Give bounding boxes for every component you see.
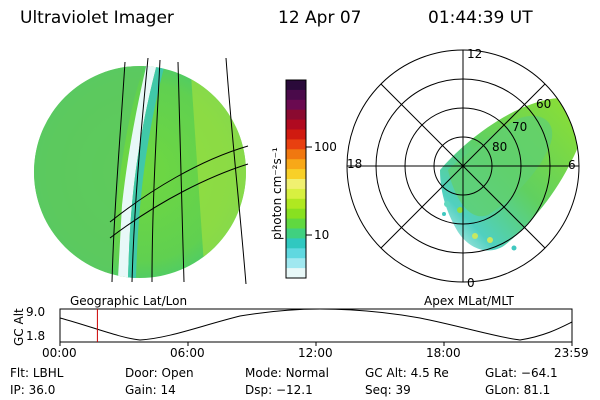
colorbar-unit-label: photon cm⁻²s⁻¹ <box>270 147 284 240</box>
info-filter-label: Flt: <box>10 366 29 380</box>
info-ip-value: 36.0 <box>28 383 56 397</box>
info-mode-label: Mode: <box>245 366 282 380</box>
colorbar-segment <box>286 89 306 101</box>
geographic-label: Geographic Lat/Lon <box>70 294 188 308</box>
info-mode-value: Normal <box>285 366 329 380</box>
color-bar <box>286 80 306 279</box>
info-dsp: Dsp: −12.1 <box>245 383 313 397</box>
instrument-title: Ultraviolet Imager <box>20 8 174 28</box>
colorbar-segment <box>286 268 306 279</box>
colorbar-segment <box>286 80 306 91</box>
colorbar-segment <box>286 258 306 269</box>
info-glat-label: GLat: <box>485 366 518 380</box>
mlat-label-80: 80 <box>492 140 508 154</box>
colorbar-segment <box>286 149 306 160</box>
info-filter: Flt: LBHL <box>10 366 63 380</box>
info-gcalt-label: GC Alt: <box>365 366 407 380</box>
colorbar-segment <box>286 119 306 131</box>
polar-plot <box>346 49 580 283</box>
colorbar-segment <box>286 198 306 210</box>
colorbar-segment <box>286 248 306 259</box>
colorbar-segment <box>286 129 306 140</box>
info-gcalt: GC Alt: 4.5 Re <box>365 366 449 380</box>
info-seq-value: 39 <box>395 383 411 397</box>
xtick-1200: 12:00 <box>298 346 333 360</box>
info-door-label: Door: <box>125 366 158 380</box>
colorbar-segment <box>286 228 306 239</box>
geographic-image <box>34 57 249 285</box>
colorbar-segment <box>286 109 306 121</box>
colorbar-segment <box>286 238 306 249</box>
altitude-ytick-bottom: 1.8 <box>26 329 46 343</box>
time-label: 01:44:39 UT <box>428 8 533 28</box>
info-gain-label: Gain: <box>125 383 157 397</box>
mlat-label-60: 60 <box>536 97 552 111</box>
xtick-2359: 23:59 <box>554 346 589 360</box>
mlt-label-6: 6 <box>568 158 576 172</box>
mlt-label-18: 18 <box>347 157 363 171</box>
info-door-value: Open <box>161 366 194 380</box>
info-dsp-value: −12.1 <box>275 383 313 397</box>
info-dsp-label: Dsp: <box>245 383 273 397</box>
colorbar-segment <box>286 159 306 170</box>
colorbar-segment <box>286 99 306 111</box>
altitude-plot <box>59 308 573 346</box>
info-filter-value: LBHL <box>32 366 64 380</box>
info-glon-label: GLon: <box>485 383 520 397</box>
xtick-1800: 18:00 <box>426 346 461 360</box>
info-glat-value: −64.1 <box>520 366 558 380</box>
info-ip-label: IP: <box>10 383 25 397</box>
xtick-0000: 00:00 <box>42 346 77 360</box>
info-glon: GLon: 81.1 <box>485 383 550 397</box>
info-ip: IP: 36.0 <box>10 383 55 397</box>
mlat-label-70: 70 <box>512 120 528 134</box>
altitude-ylabel: GC Alt <box>12 308 26 346</box>
info-gcalt-value: 4.5 Re <box>410 366 449 380</box>
colorbar-segment <box>286 218 306 230</box>
colorbar-segment <box>286 208 306 220</box>
xtick-0600: 06:00 <box>170 346 205 360</box>
info-glon-value: 81.1 <box>523 383 551 397</box>
info-mode: Mode: Normal <box>245 366 329 380</box>
colorbar-segment <box>286 169 306 180</box>
colorbar-tick-100: 100 <box>314 140 337 154</box>
mlt-label-12: 12 <box>467 47 483 61</box>
mlt-label-0: 0 <box>467 276 475 290</box>
colorbar-segment <box>286 179 306 190</box>
apex-label: Apex MLat/MLT <box>424 294 514 308</box>
info-seq-label: Seq: <box>365 383 392 397</box>
info-door: Door: Open <box>125 366 194 380</box>
info-glat: GLat: −64.1 <box>485 366 558 380</box>
colorbar-tick-10: 10 <box>314 228 330 242</box>
info-gain-value: 14 <box>160 383 176 397</box>
date-label: 12 Apr 07 <box>278 8 362 28</box>
altitude-ytick-top: 9.0 <box>26 305 46 319</box>
info-gain: Gain: 14 <box>125 383 176 397</box>
colorbar-segment <box>286 139 306 150</box>
info-seq: Seq: 39 <box>365 383 411 397</box>
colorbar-segment <box>286 188 306 200</box>
